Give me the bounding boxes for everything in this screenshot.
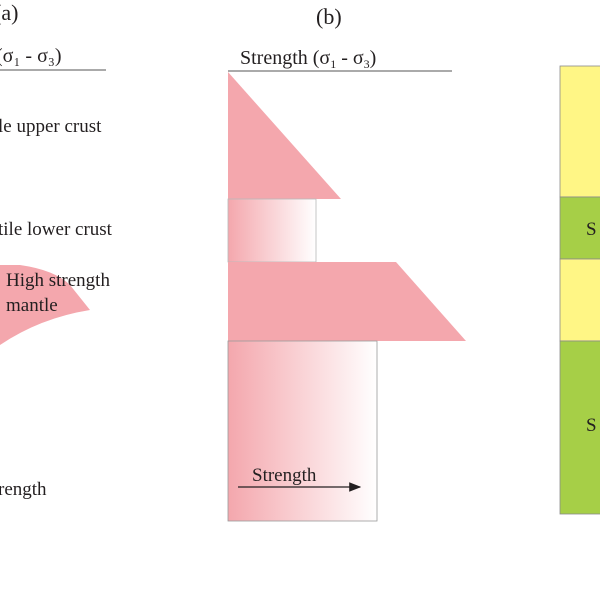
upper-crust-triangle	[228, 72, 341, 199]
panel-a-mantle-label-line2: mantle	[6, 295, 58, 316]
mantle-trapezoid	[228, 262, 466, 341]
strength-arrow-label: Strength	[252, 465, 317, 486]
lower-mantle-block	[227, 340, 378, 522]
panel-b: (b) Strength (σ1 - σ3) Strength	[227, 4, 466, 522]
panel-c-label-1: S	[586, 219, 597, 240]
panel-b-tag: (b)	[316, 4, 342, 29]
panel-c: S S	[559, 65, 600, 515]
panel-c-layer-green-1	[559, 196, 600, 260]
panel-b-axis-title: Strength (σ1 - σ3)	[240, 47, 376, 71]
lower-crust-block	[227, 198, 317, 263]
panel-a-axis-title: (σ₁ - σ₃)	[0, 45, 62, 67]
panel-a-tag: (a)	[0, 0, 18, 25]
panel-a-upper-crust-label: le upper crust	[0, 116, 102, 137]
panel-a-lower-crust-label: tile lower crust	[0, 219, 113, 240]
panel-a-mantle-shape	[0, 265, 90, 345]
panel-a-mantle-label-line1: High strength	[6, 270, 110, 291]
panel-c-layer-green-2	[559, 340, 600, 515]
panel-c-layer-yellow-1	[559, 65, 600, 198]
panel-c-layer-yellow-2	[559, 258, 600, 342]
panel-c-label-2: S	[586, 415, 597, 436]
panel-a-bottom-label: rength	[0, 479, 47, 500]
panel-a: (a) (σ₁ - σ₃) le upper crust tile lower …	[0, 0, 113, 500]
